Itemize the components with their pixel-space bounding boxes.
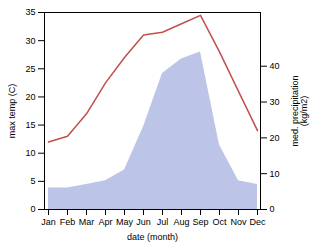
svg-text:40: 40 — [270, 61, 280, 71]
svg-text:Aug: Aug — [173, 217, 189, 227]
svg-text:date (month): date (month) — [127, 232, 178, 242]
svg-text:15: 15 — [25, 120, 35, 130]
svg-text:35: 35 — [25, 7, 35, 17]
svg-text:10: 10 — [25, 148, 35, 158]
svg-text:med. precipitation(kg/m2): med. precipitation(kg/m2) — [290, 75, 309, 146]
svg-text:max temp (C): max temp (C) — [7, 84, 17, 139]
svg-text:Feb: Feb — [60, 217, 76, 227]
svg-text:Dec: Dec — [249, 217, 266, 227]
svg-text:Mar: Mar — [79, 217, 95, 227]
svg-text:0: 0 — [270, 204, 275, 214]
svg-text:10: 10 — [270, 169, 280, 179]
svg-text:25: 25 — [25, 64, 35, 74]
svg-text:May: May — [116, 217, 134, 227]
svg-text:0: 0 — [30, 204, 35, 214]
svg-text:20: 20 — [25, 92, 35, 102]
svg-text:Jan: Jan — [41, 217, 56, 227]
svg-text:30: 30 — [270, 97, 280, 107]
svg-text:Nov: Nov — [230, 217, 247, 227]
svg-text:Oct: Oct — [212, 217, 227, 227]
svg-text:5: 5 — [30, 176, 35, 186]
svg-text:Jul: Jul — [157, 217, 169, 227]
svg-text:30: 30 — [25, 36, 35, 46]
svg-text:Jun: Jun — [136, 217, 151, 227]
svg-text:Apr: Apr — [98, 217, 112, 227]
svg-text:20: 20 — [270, 133, 280, 143]
svg-text:Sep: Sep — [192, 217, 208, 227]
